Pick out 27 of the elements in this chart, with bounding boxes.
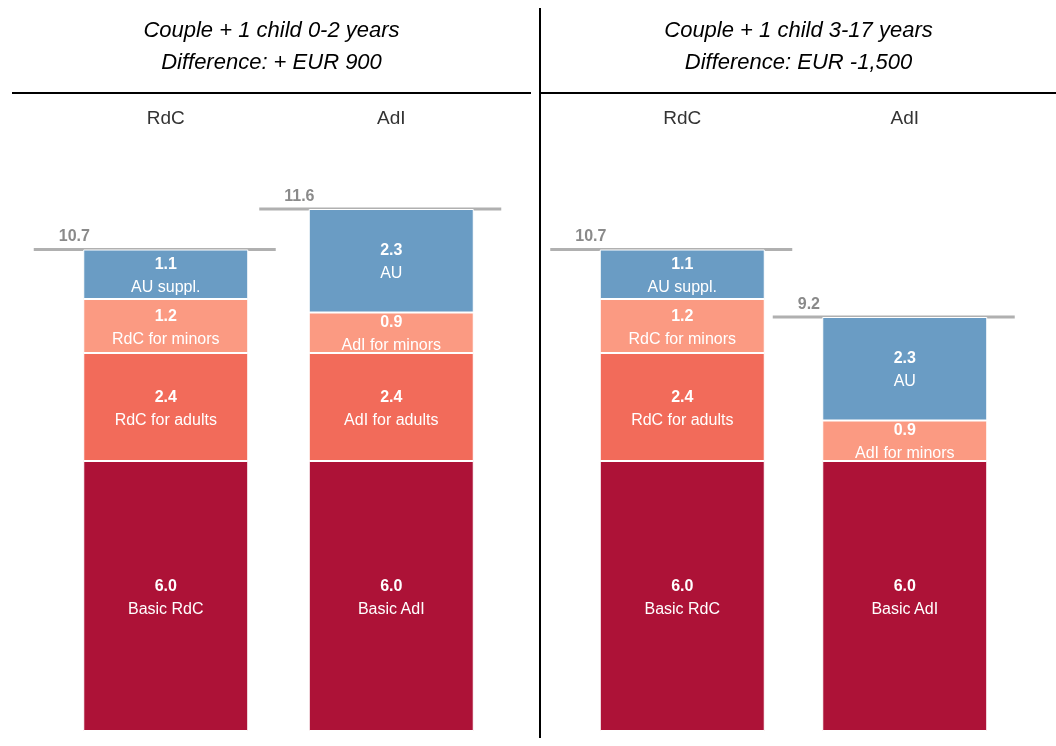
data-label: 2.4 RdC for adults [631,387,734,428]
x-tick-label: AdI [376,107,406,128]
total-label: 11.6 [284,186,315,204]
data-label: 2.4 AdI for adults [344,387,439,428]
x-tick-label: RdC [146,107,185,128]
data-label: 1.1 AU suppl. [647,254,717,295]
data-label: 6.0 Basic AdI [871,576,939,617]
data-label: 1.2 RdC for minors [111,306,220,347]
x-tick-label: RdC [663,107,702,128]
data-label: 6.0 Basic RdC [644,576,721,617]
chart-subtitle: Difference: + EUR 900 [160,48,383,76]
chart-subtitle: Difference: EUR -1,500 [683,48,914,76]
chart-title: Couple + 1 child 0-2 years [142,16,401,44]
total-label: 9.2 [797,294,821,312]
data-label: 2.4 RdC for adults [114,387,217,428]
total-label: 10.7 [575,227,607,244]
data-label: 2.3 AU [893,349,916,390]
data-label: 1.2 RdC for minors [628,306,737,347]
data-label: 1.1 AU suppl. [131,254,201,295]
data-label: 6.0 Basic RdC [127,576,204,617]
data-label: 6.0 Basic AdI [357,576,425,617]
data-label: 0.9 AdI for minors [854,421,955,462]
x-tick-label: AdI [890,107,919,128]
total-label: 10.7 [58,227,90,244]
data-label: 2.3 AU [380,241,403,282]
data-label: 0.9 AdI for minors [341,313,442,354]
chart-title: Couple + 1 child 3-17 years [663,16,934,44]
